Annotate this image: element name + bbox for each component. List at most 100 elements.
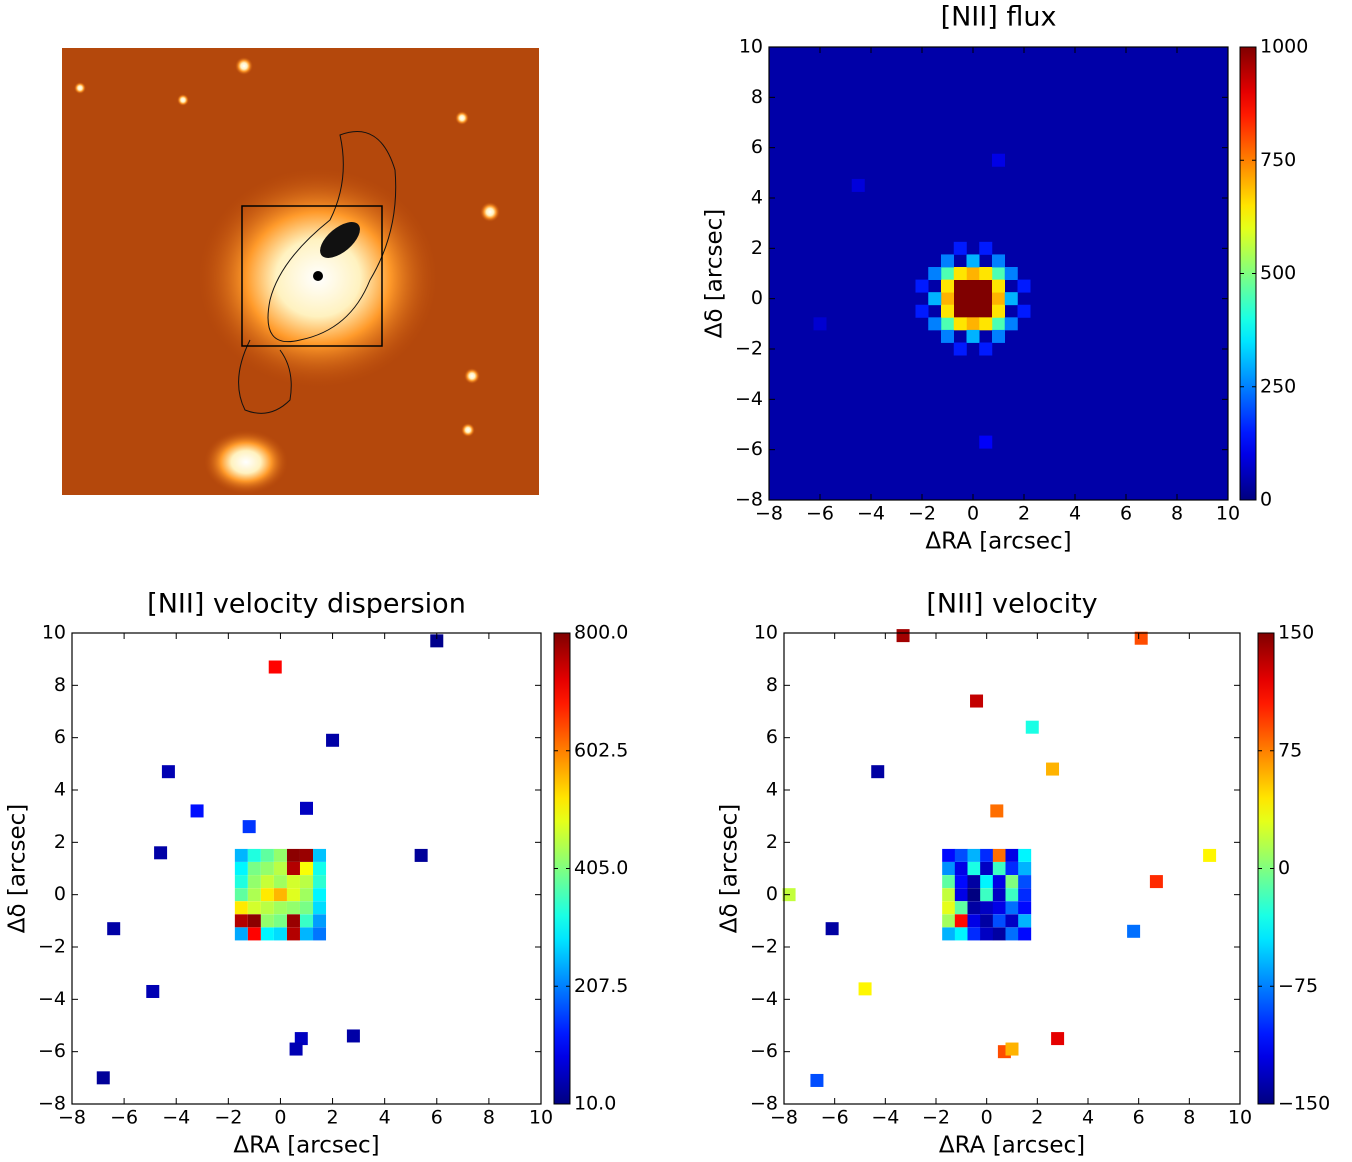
map-pixel xyxy=(941,317,954,331)
map-pixel xyxy=(300,927,313,941)
map-pixel xyxy=(1018,927,1032,941)
y-tick-label: −8 xyxy=(38,1093,66,1115)
x-tick-label: −8 xyxy=(770,1107,798,1129)
colorbar-tick-label: 75 xyxy=(1278,739,1302,761)
map-pixel xyxy=(146,984,160,998)
y-tick-label: 4 xyxy=(766,779,778,801)
map-pixel xyxy=(992,279,1005,293)
x-axis-label: ΔRA [arcsec] xyxy=(939,1133,1085,1159)
map-pixel xyxy=(1005,888,1019,902)
y-tick-label: 8 xyxy=(54,674,66,696)
map-pixel xyxy=(942,848,956,862)
map-pixel xyxy=(953,279,967,293)
map-pixel xyxy=(992,153,1005,167)
map-pixel xyxy=(992,304,1005,318)
map-pixel xyxy=(1149,875,1163,889)
y-tick-label: 2 xyxy=(54,831,66,853)
map-pixel xyxy=(966,329,980,343)
map-pixel xyxy=(992,254,1005,268)
map-pixel xyxy=(234,927,248,941)
x-tick-label: 2 xyxy=(1031,1107,1043,1129)
x-tick-label: 10 xyxy=(1216,503,1240,525)
map-pixel xyxy=(967,888,981,902)
map-pixel xyxy=(941,254,954,268)
colorbar-tick-label: 250 xyxy=(1260,375,1296,397)
map-pixel xyxy=(234,914,248,928)
y-tick-label: −2 xyxy=(38,936,66,958)
map-pixel xyxy=(942,875,956,889)
map-pixel xyxy=(1134,631,1148,645)
map-pixel xyxy=(154,846,168,860)
x-tick-label: 8 xyxy=(483,1107,495,1129)
star xyxy=(455,111,469,125)
map-pixel xyxy=(1018,848,1032,862)
map-pixel xyxy=(979,241,993,255)
y-tick-label: −6 xyxy=(38,1040,66,1062)
map-pixel xyxy=(273,914,287,928)
map-pixel xyxy=(966,304,980,318)
x-tick-label: −2 xyxy=(214,1107,242,1129)
y-tick-label: −4 xyxy=(38,988,66,1010)
y-tick-label: −6 xyxy=(750,1040,778,1062)
colorbar-tick-label: 405.0 xyxy=(574,857,628,879)
y-tick-label: 8 xyxy=(751,86,763,108)
map-pixel xyxy=(990,804,1004,818)
map-pixel xyxy=(992,267,1005,280)
map-pixel xyxy=(260,888,274,902)
map-pixel xyxy=(954,927,968,941)
map-pixel xyxy=(980,901,994,915)
map-pixel xyxy=(1046,762,1060,776)
x-tick-label: −4 xyxy=(871,1107,899,1129)
map-pixel xyxy=(273,927,287,941)
map-pixel xyxy=(234,848,248,862)
map-pixel xyxy=(992,329,1005,343)
y-tick-label: −6 xyxy=(735,438,763,460)
map-pixel xyxy=(966,292,980,306)
map-pixel xyxy=(286,875,300,889)
star xyxy=(74,82,86,94)
map-pixel xyxy=(1005,901,1019,915)
map-pixel xyxy=(979,317,993,331)
contour xyxy=(238,339,292,414)
map-pixel xyxy=(954,914,968,928)
colorbar-tick-label: 10.0 xyxy=(574,1093,616,1115)
map-pixel xyxy=(992,875,1006,889)
companion-galaxy xyxy=(204,430,288,494)
map-pixel xyxy=(300,848,313,862)
map-pixel xyxy=(414,848,428,862)
map-pixel xyxy=(247,888,261,902)
map-pixel xyxy=(953,342,967,356)
map-pixel xyxy=(992,292,1005,306)
y-tick-label: 10 xyxy=(739,36,763,58)
map-pixel xyxy=(953,241,967,255)
map-pixel xyxy=(979,304,993,318)
map-pixel xyxy=(273,862,287,875)
x-tick-label: 6 xyxy=(1133,1107,1145,1129)
map-pixel xyxy=(1017,304,1031,318)
y-tick-label: 6 xyxy=(766,726,778,748)
map-pixel xyxy=(979,279,993,293)
map-pixel xyxy=(326,733,340,747)
x-tick-label: 6 xyxy=(1120,503,1132,525)
y-tick-label: −2 xyxy=(750,936,778,958)
x-tick-label: 6 xyxy=(431,1107,443,1129)
star xyxy=(235,57,253,75)
map-pixel xyxy=(967,848,981,862)
map-pixel xyxy=(247,848,261,862)
map-pixel xyxy=(1005,862,1019,875)
ifu-field-box xyxy=(241,205,383,347)
map-pixel xyxy=(980,848,994,862)
map-pixel xyxy=(1018,888,1032,902)
map-pixel xyxy=(1025,720,1039,734)
y-tick-label: 10 xyxy=(754,622,778,644)
map-pixel xyxy=(954,875,968,889)
map-pixel xyxy=(96,1071,110,1085)
star xyxy=(464,368,480,384)
map-pixel xyxy=(966,279,980,293)
map-pixel xyxy=(858,982,872,996)
map-pixel xyxy=(286,914,300,928)
map-pixel xyxy=(1005,927,1019,941)
map-pixel xyxy=(1018,914,1032,928)
map-pixel xyxy=(430,634,444,648)
